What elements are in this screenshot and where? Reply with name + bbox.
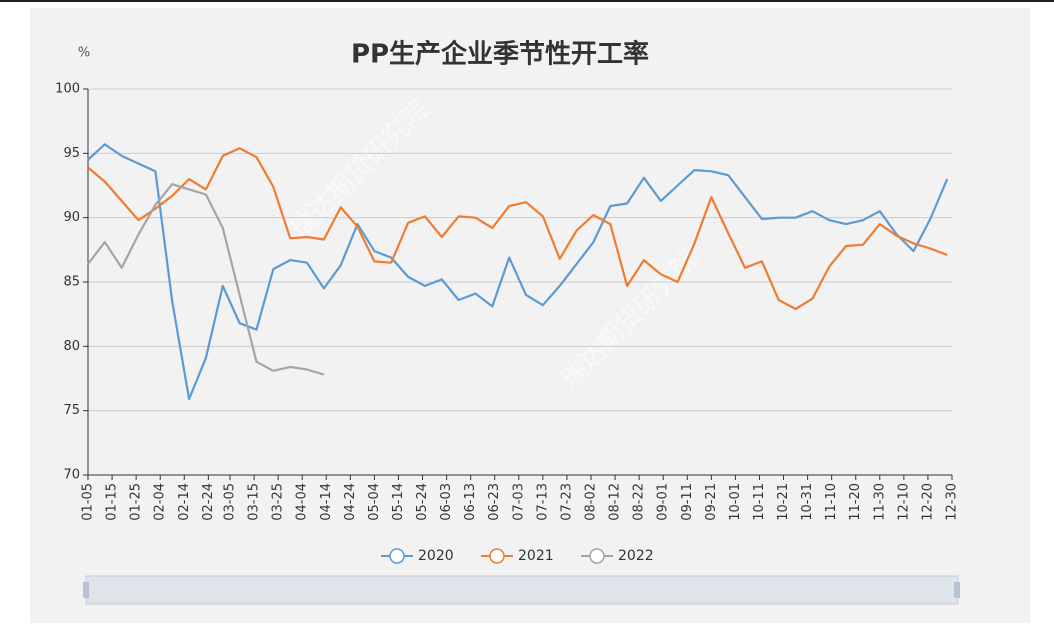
chart-title: PP生产企业季节性开工率 [351,39,649,70]
y-tick-label: 80 [63,339,80,354]
series-line [87,143,949,401]
y-tick-label: 100 [55,82,80,97]
x-tick-label: 06-03 [439,483,454,521]
x-tick-label: 05-24 [415,483,430,521]
x-tick-label: 07-23 [559,483,574,521]
legend-label: 2022 [618,548,654,564]
zoom-slider[interactable] [85,575,959,605]
x-tick-label: 08-22 [632,483,647,521]
top-border [0,0,1054,2]
x-tick-label: 12-10 [896,483,911,521]
x-tick-label: 03-05 [222,483,237,521]
x-tick-label: 10-31 [800,483,815,521]
y-tick-label: 85 [63,275,80,290]
x-tick-label: 06-23 [487,483,502,521]
x-tick-label: 09-01 [656,483,671,521]
x-tick-label: 07-03 [511,483,526,521]
legend-item[interactable]: 2022 [581,548,654,564]
series-line [87,183,325,376]
legend-item[interactable]: 2021 [481,548,554,564]
zoom-handle[interactable] [83,582,89,598]
chart-bg [30,8,1030,623]
x-tick-label: 02-14 [177,483,192,521]
y-axis-unit: % [78,46,90,61]
x-tick-label: 01-25 [129,483,144,521]
y-tick-label: 90 [63,210,80,225]
x-tick-label: 02-24 [201,483,216,521]
series-line [87,147,948,311]
x-tick-label: 09-11 [680,483,695,521]
y-tick-label: 70 [63,468,80,483]
x-tick-label: 04-24 [343,483,358,521]
x-tick-label: 08-02 [583,483,598,521]
x-tick-label: 11-10 [824,483,839,521]
x-tick-label: 05-14 [391,483,406,521]
y-tick-label: 75 [63,403,80,418]
x-tick-label: 06-13 [463,483,478,521]
x-tick-label: 01-05 [81,483,96,521]
x-tick-label: 03-15 [247,483,262,521]
zoom-handle[interactable] [954,582,960,598]
x-tick-label: 04-04 [295,483,310,521]
x-tick-label: 10-21 [776,483,791,521]
legend-symbol [589,548,605,564]
x-tick-label: 05-04 [367,483,382,521]
x-tick-label: 11-20 [848,483,863,521]
x-tick-label: 08-12 [608,483,623,521]
legend-item[interactable]: 2020 [381,548,454,564]
legend-symbol [389,548,405,564]
x-tick-label: 01-15 [105,483,120,521]
x-tick-label: 12-20 [920,483,935,521]
x-tick-label: 10-11 [752,483,767,521]
y-tick-label: 95 [63,146,80,161]
x-tick-label: 12-30 [945,483,960,521]
legend-symbol [489,548,505,564]
legend-label: 2021 [518,548,554,564]
x-tick-label: 03-25 [271,483,286,521]
x-tick-label: 02-04 [153,483,168,521]
x-tick-label: 09-21 [704,483,719,521]
x-tick-label: 07-13 [535,483,550,521]
legend-label: 2020 [418,548,454,564]
x-tick-label: 11-30 [872,483,887,521]
x-tick-label: 04-14 [319,483,334,521]
x-tick-label: 10-01 [728,483,743,521]
